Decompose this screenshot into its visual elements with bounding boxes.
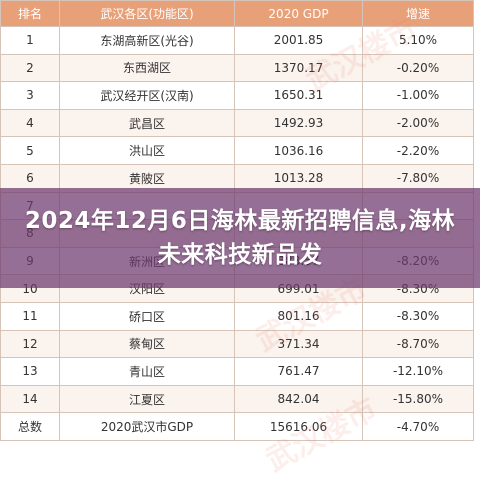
table-row: 3 武汉经开区(汉南) 1650.31 -1.00% <box>0 81 474 110</box>
cell-growth: -0.20% <box>362 53 474 83</box>
cell-rank: 3 <box>0 81 60 110</box>
cell-district: 武汉经开区(汉南) <box>59 81 235 110</box>
title-overlay-banner: 2024年12月6日海林最新招聘信息,海林未来科技新品发 <box>0 188 480 288</box>
table-row: 2 东西湖区 1370.17 -0.20% <box>0 53 474 83</box>
cell-rank: 11 <box>0 301 60 331</box>
cell-growth: -1.00% <box>362 81 474 110</box>
header-rank: 排名 <box>0 0 60 27</box>
cell-gdp: 761.47 <box>234 357 363 386</box>
overlay-title: 2024年12月6日海林最新招聘信息,海林未来科技新品发 <box>24 208 456 268</box>
table-header-row: 排名 武汉各区(功能区) 2020 GDP 增速 <box>0 0 474 27</box>
cell-district: 蔡甸区 <box>59 329 235 359</box>
cell-growth: 5.10% <box>362 26 474 55</box>
table-row: 总数 2020武汉市GDP 15616.06 -4.70% <box>0 412 474 441</box>
header-growth: 增速 <box>362 0 474 27</box>
cell-rank: 4 <box>0 108 60 138</box>
table-row: 12 蔡甸区 371.34 -8.70% <box>0 329 474 359</box>
cell-growth: -4.70% <box>362 412 474 441</box>
table-row: 4 武昌区 1492.93 -2.00% <box>0 108 474 138</box>
cell-rank: 13 <box>0 357 60 386</box>
cell-rank: 12 <box>0 329 60 359</box>
cell-growth: -2.00% <box>362 108 474 138</box>
cell-growth: -8.70% <box>362 329 474 359</box>
table-row: 5 洪山区 1036.16 -2.20% <box>0 136 474 165</box>
cell-district: 东湖高新区(光谷) <box>59 26 235 55</box>
cell-rank: 2 <box>0 53 60 83</box>
cell-gdp: 15616.06 <box>234 412 363 441</box>
cell-rank: 5 <box>0 136 60 165</box>
header-gdp: 2020 GDP <box>234 0 363 27</box>
cell-district: 东西湖区 <box>59 53 235 83</box>
cell-growth: -7.80% <box>362 163 474 193</box>
cell-gdp: 842.04 <box>234 384 363 414</box>
cell-growth: -12.10% <box>362 357 474 386</box>
cell-district: 青山区 <box>59 357 235 386</box>
cell-gdp: 2001.85 <box>234 26 363 55</box>
table-row: 13 青山区 761.47 -12.10% <box>0 357 474 386</box>
table-row: 11 硚口区 801.16 -8.30% <box>0 301 474 331</box>
cell-gdp: 1036.16 <box>234 136 363 165</box>
cell-district: 江夏区 <box>59 384 235 414</box>
cell-gdp: 371.34 <box>234 329 363 359</box>
cell-gdp: 1650.31 <box>234 81 363 110</box>
table-row: 1 东湖高新区(光谷) 2001.85 5.10% <box>0 26 474 55</box>
table-row: 14 江夏区 842.04 -15.80% <box>0 384 474 414</box>
cell-growth: -8.30% <box>362 301 474 331</box>
cell-gdp: 1492.93 <box>234 108 363 138</box>
cell-gdp: 801.16 <box>234 301 363 331</box>
cell-rank: 总数 <box>0 412 60 441</box>
cell-district: 武昌区 <box>59 108 235 138</box>
cell-district: 硚口区 <box>59 301 235 331</box>
cell-rank: 1 <box>0 26 60 55</box>
cell-gdp: 1370.17 <box>234 53 363 83</box>
cell-growth: -2.20% <box>362 136 474 165</box>
cell-district: 2020武汉市GDP <box>59 412 235 441</box>
cell-district: 洪山区 <box>59 136 235 165</box>
cell-growth: -15.80% <box>362 384 474 414</box>
cell-gdp: 1013.28 <box>234 163 363 193</box>
table-row: 6 黄陂区 1013.28 -7.80% <box>0 163 474 193</box>
cell-rank: 14 <box>0 384 60 414</box>
header-district: 武汉各区(功能区) <box>59 0 235 27</box>
